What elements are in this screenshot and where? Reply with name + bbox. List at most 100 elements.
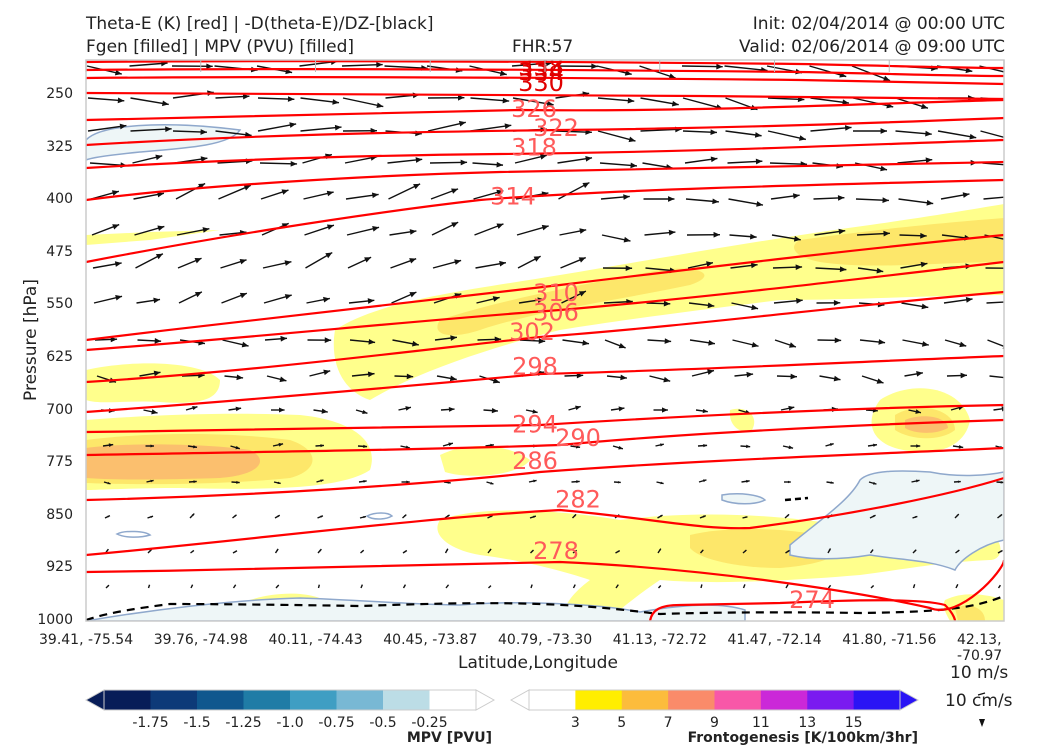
wind-vector xyxy=(402,514,407,519)
wind-vector xyxy=(682,129,717,136)
theta-e-contour-label: 326 xyxy=(511,95,557,123)
wind-vector xyxy=(470,97,510,104)
wind-vector xyxy=(742,516,748,519)
x-tick-label: 39.76, -74.98 xyxy=(153,632,248,648)
wind-vector xyxy=(986,299,1004,305)
theta-e-contour xyxy=(648,599,957,621)
wind-vector xyxy=(810,97,850,106)
x-tick-label: 40.45, -73.87 xyxy=(383,632,478,648)
wind-vector xyxy=(695,408,708,414)
wind-vector xyxy=(486,481,494,485)
colorbar-swatch xyxy=(104,690,151,710)
theta-e-contour xyxy=(86,476,1004,557)
wind-vector xyxy=(444,548,449,554)
x-tick-label: 40.11, -74.43 xyxy=(268,632,363,648)
wind-vector xyxy=(613,481,621,484)
y-tick-label: 775 xyxy=(46,454,73,471)
colorbar-swatch xyxy=(290,690,337,710)
wind-vector xyxy=(902,339,929,347)
wind-vector xyxy=(147,584,151,589)
wind-vector xyxy=(401,480,410,484)
wind-scale-label: 10 m/s xyxy=(950,663,1009,683)
wind-vector xyxy=(653,407,668,413)
colorbar-extend-right xyxy=(899,689,920,711)
wind-vector xyxy=(351,371,375,378)
x-tick-label: 40.79, -73.30 xyxy=(498,632,593,648)
vertical-wind-scale-arrow xyxy=(979,719,985,727)
wind-vector xyxy=(474,223,504,236)
wind-vector xyxy=(572,549,578,554)
wind-vector xyxy=(772,264,803,271)
y-tick-label: 625 xyxy=(46,349,73,366)
wind-vector xyxy=(996,480,1004,484)
wind-vector xyxy=(272,442,284,447)
colorbar-tick-label: -0.5 xyxy=(369,715,396,731)
wind-vector xyxy=(232,584,237,589)
wind-vector xyxy=(130,126,172,133)
wind-vector xyxy=(530,549,535,554)
colorbar-tick-label: -0.75 xyxy=(318,715,354,731)
wind-vector xyxy=(983,196,1004,200)
wind-vector xyxy=(955,549,960,554)
colorbar-extend-left xyxy=(84,689,105,711)
wind-vector xyxy=(766,65,803,75)
wind-vector xyxy=(483,407,498,414)
colorbar-swatch xyxy=(383,690,430,710)
wind-vector xyxy=(600,194,630,200)
wind-vector xyxy=(597,97,635,104)
theta-e-contour xyxy=(86,76,1004,86)
wind-vector xyxy=(230,445,241,450)
mpv-colorbar-label: MPV [PVU] xyxy=(407,730,492,746)
wind-vector xyxy=(348,298,375,304)
frontogenesis-region xyxy=(440,445,530,476)
frontogenesis-region xyxy=(86,230,220,245)
wind-vector xyxy=(171,63,213,70)
theta-e-contour xyxy=(86,98,1004,122)
wind-vector xyxy=(228,406,242,412)
wind-vector xyxy=(430,188,459,200)
wind-vector xyxy=(87,123,127,132)
wind-vector xyxy=(639,65,676,79)
colorbar-swatch xyxy=(429,690,477,710)
wind-vector xyxy=(306,296,330,304)
wind-vector xyxy=(689,339,716,346)
frontogenesis-region xyxy=(794,218,1004,266)
theta-e-contour xyxy=(86,290,1004,384)
theta-e-contour-label: 322 xyxy=(533,114,579,142)
wind-vector xyxy=(774,339,797,348)
wind-vector xyxy=(436,375,457,382)
theta-e-contour-label: 338 xyxy=(518,53,564,81)
y-tick-label: 925 xyxy=(46,559,73,576)
wind-vector xyxy=(304,224,335,236)
wind-vector xyxy=(232,550,238,554)
mpv-region xyxy=(86,124,242,161)
theta-e-contour xyxy=(86,138,1004,170)
wind-vector xyxy=(392,339,419,347)
colorbar-swatch xyxy=(714,690,762,710)
wind-vector xyxy=(275,584,280,589)
wind-vector xyxy=(178,291,203,304)
theta-e-contour-label: 282 xyxy=(555,486,601,514)
wind-vector xyxy=(473,189,504,200)
wind-vector xyxy=(953,480,961,483)
wind-vector xyxy=(857,267,884,274)
wind-vector xyxy=(731,302,759,311)
wind-vector xyxy=(572,584,576,589)
wind-vector xyxy=(901,302,929,310)
wind-vector xyxy=(742,584,746,589)
wind-vector xyxy=(91,223,120,236)
theta-e-contour xyxy=(86,160,1004,202)
wind-vector xyxy=(602,265,633,272)
wind-vector xyxy=(257,96,295,102)
wind-vector xyxy=(487,548,492,554)
wind-vector xyxy=(771,234,801,242)
wind-vector xyxy=(432,259,462,269)
wind-vector xyxy=(825,442,834,447)
wind-vector xyxy=(313,408,328,414)
wind-vector xyxy=(442,442,454,447)
wind-vector xyxy=(263,294,292,304)
wind-vector xyxy=(469,65,507,76)
mpv-region xyxy=(86,597,746,621)
wind-vector xyxy=(656,481,664,485)
